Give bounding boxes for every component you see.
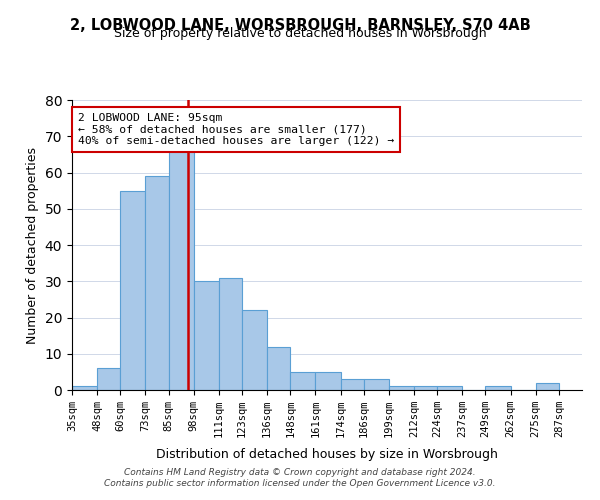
Y-axis label: Number of detached properties: Number of detached properties	[26, 146, 39, 344]
Bar	[414, 386, 437, 390]
Text: Contains HM Land Registry data © Crown copyright and database right 2024.
Contai: Contains HM Land Registry data © Crown c…	[104, 468, 496, 487]
Text: 2, LOBWOOD LANE, WORSBROUGH, BARNSLEY, S70 4AB: 2, LOBWOOD LANE, WORSBROUGH, BARNSLEY, S…	[70, 18, 530, 32]
Bar	[437, 386, 462, 390]
X-axis label: Distribution of detached houses by size in Worsbrough: Distribution of detached houses by size …	[156, 448, 498, 462]
Bar	[267, 346, 290, 390]
Bar	[536, 383, 559, 390]
Bar	[169, 147, 194, 390]
Text: 2 LOBWOOD LANE: 95sqm
← 58% of detached houses are smaller (177)
40% of semi-det: 2 LOBWOOD LANE: 95sqm ← 58% of detached …	[78, 112, 394, 146]
Bar	[485, 386, 511, 390]
Bar	[72, 386, 97, 390]
Text: Size of property relative to detached houses in Worsbrough: Size of property relative to detached ho…	[113, 28, 487, 40]
Bar	[242, 310, 267, 390]
Bar	[97, 368, 120, 390]
Bar	[194, 281, 219, 390]
Bar	[316, 372, 341, 390]
Bar	[341, 379, 364, 390]
Bar	[120, 190, 145, 390]
Bar	[290, 372, 316, 390]
Bar	[389, 386, 414, 390]
Bar	[219, 278, 242, 390]
Bar	[364, 379, 389, 390]
Bar	[145, 176, 169, 390]
